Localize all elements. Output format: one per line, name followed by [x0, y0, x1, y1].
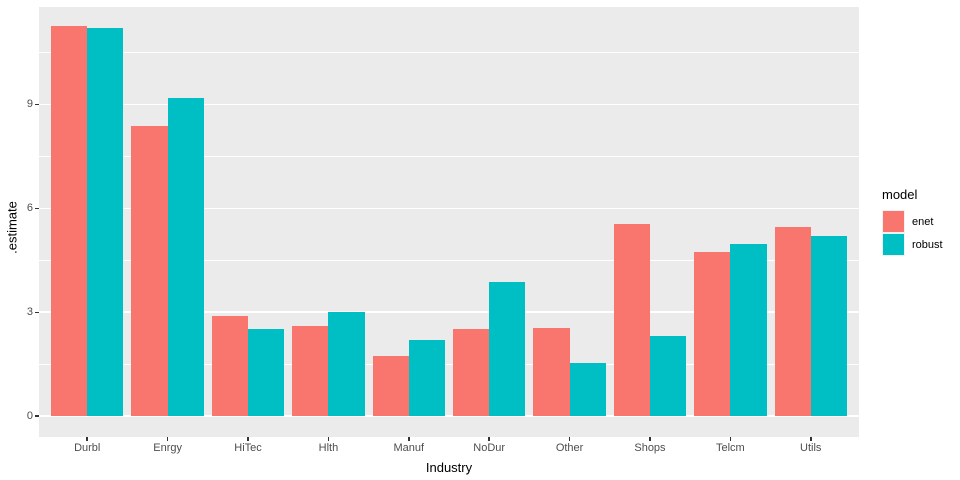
bar-robust-Telcm	[730, 244, 767, 417]
bar-enet-HiTec	[211, 315, 248, 417]
major-gridline	[39, 207, 859, 210]
x-tick-label: Hlth	[318, 442, 339, 454]
bar-robust-Hlth	[328, 312, 365, 417]
bar-robust-Enrgy	[167, 98, 204, 417]
x-tick-label: Utils	[800, 442, 822, 454]
bar-robust-Utils	[810, 235, 847, 417]
x-tick-mark	[408, 437, 410, 441]
x-tick-label: Shops	[634, 442, 666, 454]
major-gridline	[39, 103, 859, 106]
bar-enet-Hlth	[292, 326, 329, 417]
x-tick-mark	[568, 437, 571, 441]
y-tick-label: 0	[26, 409, 33, 422]
y-tick-label: 3	[26, 305, 33, 318]
bar-enet-Manuf	[372, 355, 409, 417]
y-tick-mark	[35, 311, 39, 313]
major-gridline	[39, 415, 859, 417]
x-tick-mark	[247, 437, 249, 441]
bar-enet-NoDur	[453, 328, 490, 417]
y-tick-mark	[35, 207, 39, 210]
bar-enet-Shops	[613, 224, 650, 417]
y-tick-label: 6	[26, 201, 33, 214]
x-tick-label: Other	[555, 442, 584, 454]
bar-enet-Enrgy	[131, 125, 168, 417]
x-tick-mark	[488, 437, 490, 441]
x-tick-label: HiTec	[234, 442, 262, 454]
y-axis-title: .estimate	[4, 201, 20, 254]
x-tick-label: Manuf	[393, 442, 425, 454]
x-tick-mark	[810, 437, 812, 441]
x-tick-mark	[729, 437, 732, 441]
y-tick-mark	[35, 415, 39, 417]
x-tick-label: Telcm	[715, 442, 745, 454]
x-tick-mark	[649, 437, 651, 441]
major-gridline	[39, 311, 859, 314]
legend-title: model	[882, 187, 918, 202]
x-tick-label: Enrgy	[153, 442, 182, 454]
bar-robust-Other	[569, 362, 606, 417]
bar-robust-Manuf	[408, 339, 445, 417]
minor-gridline	[39, 51, 859, 53]
legend-label-robust: robust	[912, 238, 943, 251]
legend-label-enet: enet	[912, 215, 934, 228]
bar-robust-Shops	[649, 335, 687, 417]
bar-enet-Utils	[774, 227, 811, 417]
minor-gridline	[39, 155, 859, 157]
robust-color-swatch	[882, 233, 905, 256]
bar-enet-Telcm	[694, 251, 731, 417]
legend-key-enet: enet	[882, 210, 943, 233]
bar-robust-NoDur	[489, 281, 526, 417]
bar-robust-HiTec	[248, 328, 285, 417]
y-tick-label: 9	[26, 97, 33, 110]
x-axis-title: Industry	[425, 460, 473, 475]
x-tick-mark	[166, 437, 169, 441]
y-tick-mark	[35, 103, 39, 106]
minor-gridline	[39, 363, 859, 365]
legend: model enet robust	[882, 187, 943, 256]
plot-panel	[39, 7, 859, 437]
enet-color-swatch	[882, 210, 905, 233]
x-tick-mark	[327, 437, 330, 441]
x-tick-label: NoDur	[473, 442, 506, 454]
x-tick-label: Durbl	[74, 442, 101, 454]
bar-enet-Other	[533, 327, 570, 417]
x-tick-mark	[86, 437, 88, 441]
bar-enet-Durbl	[51, 26, 88, 417]
minor-gridline	[39, 259, 859, 261]
bar-robust-Durbl	[87, 28, 124, 417]
legend-key-robust: robust	[882, 233, 943, 256]
